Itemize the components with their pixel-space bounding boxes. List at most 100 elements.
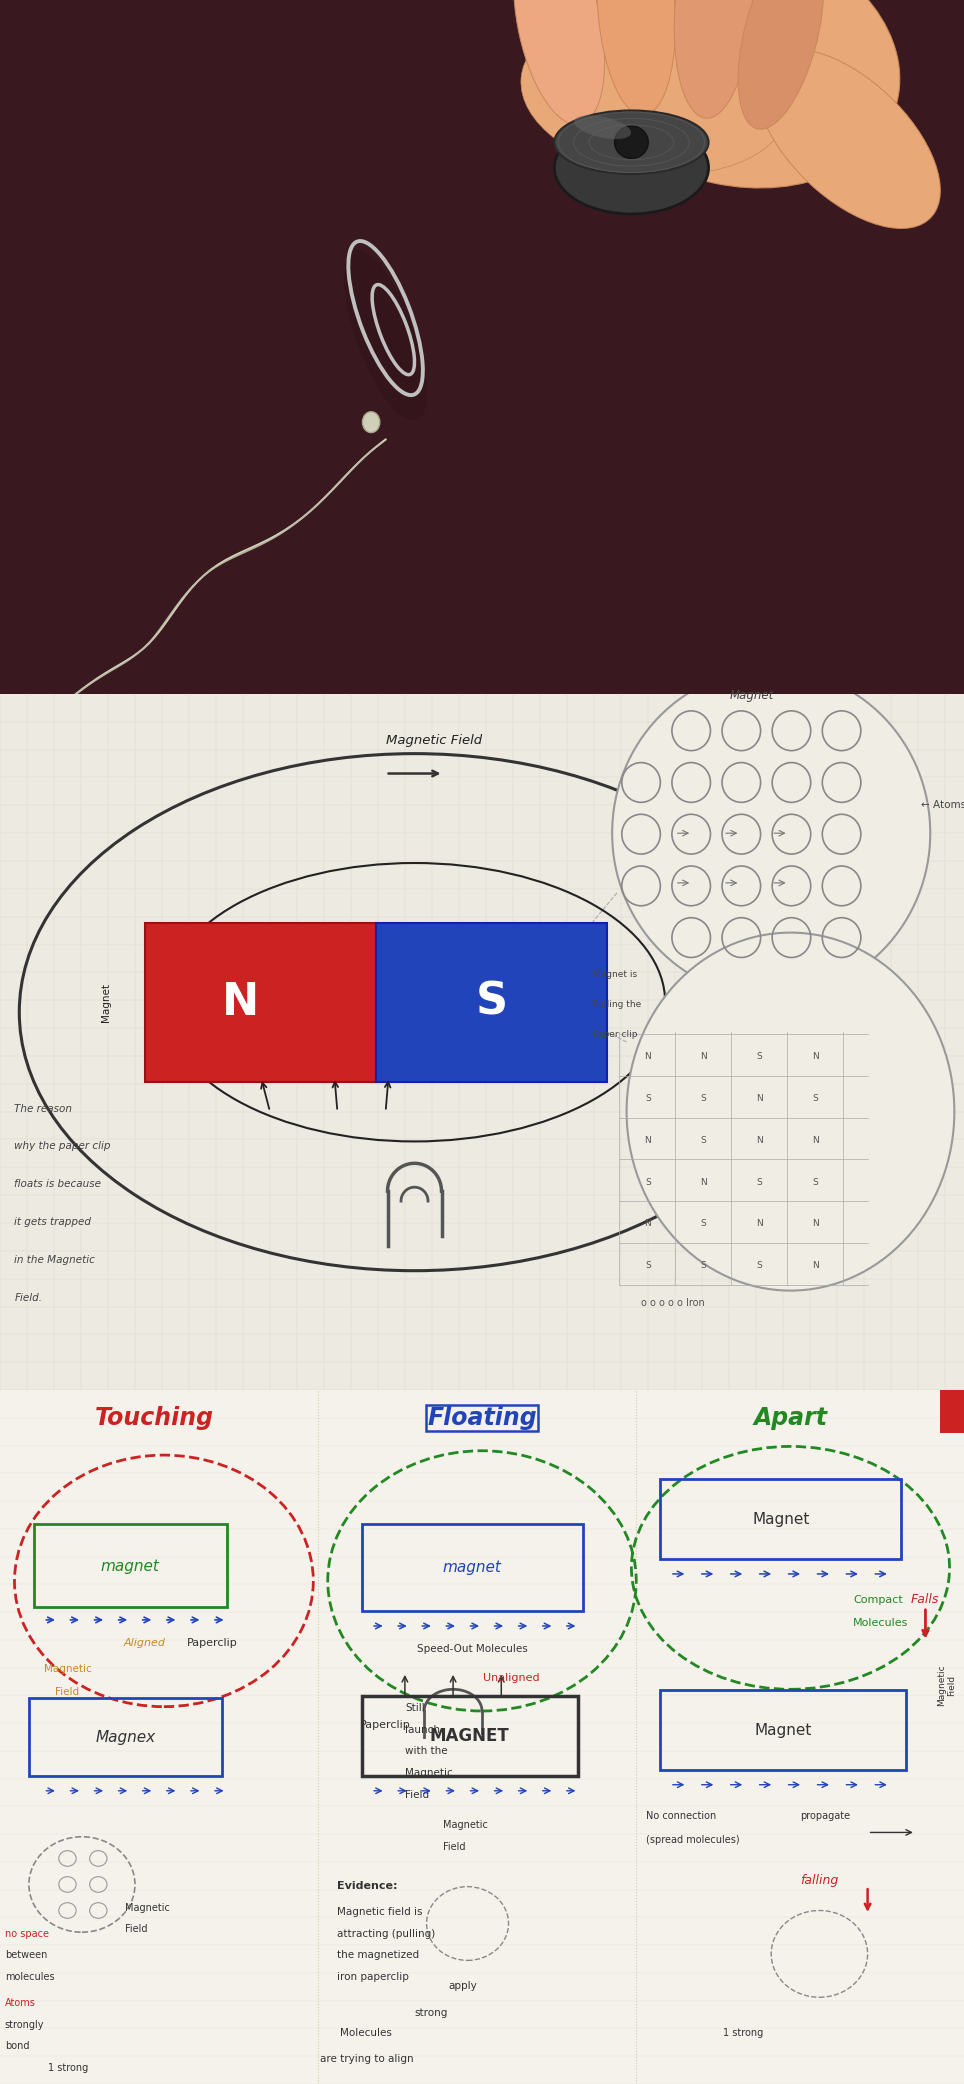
Text: ← Atoms: ← Atoms (921, 800, 964, 811)
Text: S: S (813, 1177, 818, 1186)
Text: why the paper clip: why the paper clip (14, 1142, 111, 1150)
Text: Field: Field (443, 1842, 466, 1853)
Ellipse shape (574, 115, 631, 140)
Ellipse shape (738, 0, 823, 129)
Text: S: S (701, 1261, 707, 1271)
Text: N: N (756, 1136, 763, 1144)
Ellipse shape (757, 50, 940, 229)
Text: MAGNET: MAGNET (430, 1728, 509, 1744)
Text: Magnet: Magnet (101, 984, 111, 1021)
Bar (145, 923, 376, 1082)
Text: Field: Field (55, 1688, 80, 1696)
Text: (spread molecules): (spread molecules) (646, 1834, 739, 1844)
Text: Compact: Compact (853, 1594, 903, 1605)
Text: no space: no space (5, 1928, 49, 1938)
Text: N: N (812, 1261, 819, 1271)
Text: strongly: strongly (5, 2019, 44, 2030)
Text: Magnet is: Magnet is (593, 971, 637, 979)
Text: Magnetic: Magnetic (43, 1663, 92, 1673)
Text: floats is because: floats is because (14, 1180, 101, 1190)
Text: Molecules: Molecules (340, 2028, 392, 2038)
Text: S: S (701, 1094, 707, 1102)
Text: N: N (756, 1094, 763, 1102)
Text: Apart: Apart (754, 1407, 827, 1430)
Text: Molecules: Molecules (853, 1617, 908, 1628)
Text: S: S (645, 1177, 651, 1186)
Text: propagate: propagate (800, 1811, 850, 1821)
Ellipse shape (674, 0, 753, 119)
Text: S: S (475, 982, 508, 1023)
Ellipse shape (554, 110, 709, 175)
Ellipse shape (521, 10, 790, 175)
Text: N: N (700, 1177, 708, 1186)
Bar (940, 1386, 964, 1434)
Text: 1 strong: 1 strong (48, 2063, 89, 2074)
Text: falling: falling (800, 1874, 839, 1888)
Ellipse shape (566, 0, 899, 188)
Text: Magnet: Magnet (730, 690, 774, 702)
Text: N: N (644, 1219, 652, 1227)
Text: Touching: Touching (94, 1407, 214, 1430)
Text: with the: with the (405, 1746, 447, 1757)
Text: No connection: No connection (646, 1811, 716, 1821)
Text: N: N (812, 1136, 819, 1144)
Text: Field: Field (125, 1924, 147, 1934)
Text: Field: Field (405, 1790, 429, 1801)
Ellipse shape (615, 125, 649, 158)
Ellipse shape (362, 413, 380, 433)
Text: in the Magnetic: in the Magnetic (14, 1255, 95, 1265)
Text: Paperclip: Paperclip (361, 1719, 411, 1730)
Text: N: N (812, 1219, 819, 1227)
Text: bond: bond (5, 2042, 29, 2051)
Text: S: S (701, 1219, 707, 1227)
Text: o o o o o Iron: o o o o o Iron (641, 1298, 705, 1307)
Text: Pulling the: Pulling the (593, 1000, 641, 1009)
Text: Still: Still (405, 1703, 424, 1713)
Text: Unaligned: Unaligned (483, 1673, 539, 1682)
Text: molecules: molecules (5, 1971, 54, 1982)
Bar (376, 923, 607, 1082)
Ellipse shape (344, 250, 427, 421)
Text: S: S (701, 1136, 707, 1144)
Text: S: S (757, 1261, 763, 1271)
Text: Evidence:: Evidence: (337, 1882, 398, 1890)
Text: magnet: magnet (100, 1559, 160, 1573)
Text: attracting (pulling): attracting (pulling) (337, 1928, 436, 1938)
Text: N: N (644, 1052, 652, 1061)
Text: apply: apply (448, 1980, 477, 1990)
Text: Field.: Field. (14, 1292, 42, 1302)
Text: Atoms: Atoms (5, 1999, 36, 2007)
Text: The reason: The reason (14, 1105, 72, 1113)
Ellipse shape (514, 0, 604, 125)
Text: Floating: Floating (427, 1407, 537, 1430)
Text: Magnetic field is: Magnetic field is (337, 1907, 423, 1917)
Text: N: N (223, 982, 259, 1023)
Text: Magnet: Magnet (752, 1511, 810, 1528)
Text: Magnet: Magnet (754, 1723, 812, 1738)
Text: N: N (812, 1052, 819, 1061)
Ellipse shape (554, 121, 709, 215)
Text: N: N (700, 1052, 708, 1061)
Text: S: S (757, 1052, 763, 1061)
Text: S: S (645, 1094, 651, 1102)
Text: Magnetic: Magnetic (405, 1767, 453, 1778)
Text: strong: strong (415, 2009, 448, 2017)
Text: the magnetized: the magnetized (337, 1951, 419, 1961)
Text: Magnex: Magnex (95, 1730, 155, 1744)
Text: S: S (813, 1094, 818, 1102)
Ellipse shape (597, 0, 676, 115)
Text: Magnetic
Field: Magnetic Field (937, 1665, 956, 1707)
Text: S: S (757, 1177, 763, 1186)
Text: N: N (756, 1219, 763, 1227)
Text: N: N (644, 1136, 652, 1144)
Text: Magnetic: Magnetic (125, 1903, 171, 1913)
Text: magnet: magnet (442, 1561, 502, 1576)
Text: 1 strong: 1 strong (723, 2028, 763, 2038)
Text: Aligned: Aligned (123, 1638, 166, 1648)
Text: iron paperclip: iron paperclip (337, 1971, 410, 1982)
Text: S: S (645, 1261, 651, 1271)
Text: Magnetic: Magnetic (443, 1819, 489, 1830)
Text: Paper clip: Paper clip (593, 1029, 637, 1040)
Text: Paperclip: Paperclip (187, 1638, 237, 1648)
Text: Speed-Out Molecules: Speed-Out Molecules (417, 1644, 527, 1655)
